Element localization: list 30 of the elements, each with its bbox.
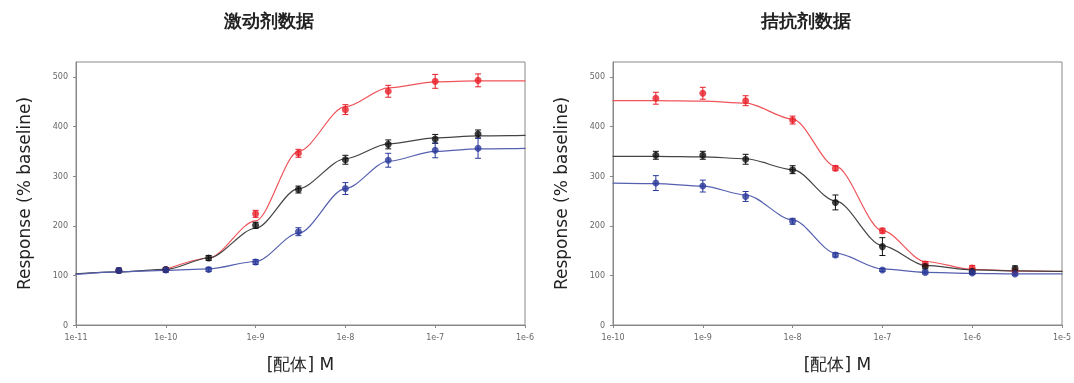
x-tick-label: 1e-6: [963, 332, 982, 342]
x-tick-label: 1e-8: [783, 332, 802, 342]
y-axis-title: Response (% baseline): [550, 96, 571, 291]
x-tick-label: 1e-5: [1053, 332, 1071, 342]
x-axis-title: [配体] M: [803, 353, 872, 374]
y-tick-label: 400: [52, 122, 68, 132]
y-tick-label: 300: [589, 171, 605, 181]
y-tick-label: 100: [589, 270, 605, 280]
chart-title: 拮抗剂数据: [759, 9, 851, 31]
y-tick-label: 200: [589, 221, 605, 231]
x-tick-label: 1e-11: [64, 332, 88, 342]
x-tick-label: 1e-10: [601, 332, 625, 342]
y-tick-label: 0: [62, 320, 68, 330]
y-tick-label: 400: [589, 122, 605, 132]
y-tick-label: 300: [52, 171, 68, 181]
x-tick-label: 1e-9: [246, 332, 265, 342]
y-tick-label: 500: [589, 72, 605, 82]
y-tick-label: 200: [52, 221, 68, 231]
x-tick-label: 1e-9: [693, 332, 712, 342]
chart-title: 激动剂数据: [222, 9, 314, 31]
x-axis-title: [配体] M: [266, 353, 335, 374]
y-tick-label: 100: [52, 270, 68, 280]
x-tick-label: 1e-6: [516, 332, 534, 342]
x-tick-label: 1e-8: [336, 332, 355, 342]
x-tick-label: 1e-10: [154, 332, 178, 342]
y-tick-label: 500: [52, 72, 68, 82]
y-axis-title: Response (% baseline): [13, 96, 34, 291]
y-tick-label: 0: [599, 320, 605, 330]
x-tick-label: 1e-7: [426, 332, 445, 342]
x-tick-label: 1e-7: [873, 332, 892, 342]
